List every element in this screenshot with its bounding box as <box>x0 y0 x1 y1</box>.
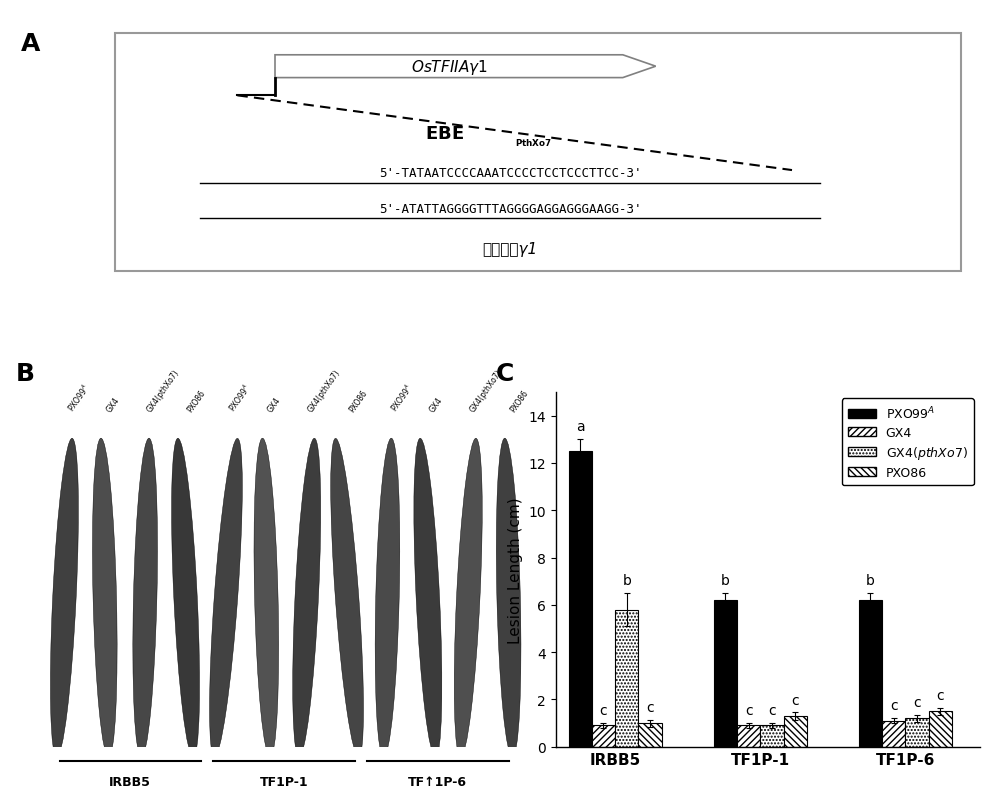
Ellipse shape <box>375 438 400 757</box>
Text: c: c <box>890 699 898 712</box>
Ellipse shape <box>414 438 442 757</box>
Text: PXO86: PXO86 <box>186 389 207 414</box>
Text: GX4: GX4 <box>428 396 444 414</box>
Text: $\mathbf{_{PthXo7}}$: $\mathbf{_{PthXo7}}$ <box>515 135 552 148</box>
Bar <box>714 601 737 747</box>
Bar <box>784 716 807 747</box>
Text: a: a <box>576 420 584 434</box>
Text: PXO99$^A$: PXO99$^A$ <box>64 381 92 414</box>
Text: c: c <box>791 693 799 707</box>
Ellipse shape <box>50 438 78 757</box>
Text: c: c <box>600 703 607 717</box>
Bar <box>638 724 662 747</box>
Text: C: C <box>496 361 514 385</box>
Text: PXO86: PXO86 <box>347 389 369 414</box>
Text: c: c <box>646 699 654 714</box>
Bar <box>929 711 952 747</box>
Bar <box>882 721 905 747</box>
Ellipse shape <box>454 438 482 757</box>
Ellipse shape <box>210 438 242 757</box>
Text: GX4: GX4 <box>266 396 283 414</box>
Text: PXO99$^A$: PXO99$^A$ <box>226 381 254 414</box>
Text: c: c <box>913 695 921 709</box>
Text: $\mathbf{EBE}$: $\mathbf{EBE}$ <box>425 125 464 143</box>
Ellipse shape <box>331 438 363 757</box>
Text: TF↑1P-6: TF↑1P-6 <box>408 775 467 788</box>
Legend: PXO99$^A$, GX4, GX4($pthXo7$), PXO86: PXO99$^A$, GX4, GX4($pthXo7$), PXO86 <box>842 399 974 486</box>
Text: 5'-TATAATCCCCAAATCCCCTCCTCCCTTCC-3': 5'-TATAATCCCCAAATCCCCTCCTCCCTTCC-3' <box>379 167 641 180</box>
Text: $\it{OsTFIIA\gamma1}$: $\it{OsTFIIA\gamma1}$ <box>411 58 487 76</box>
Text: TF1P-1: TF1P-1 <box>260 775 308 788</box>
Text: 5'-ATATTAGGGGTTTAGGGGAGGAGGGAAGG-3': 5'-ATATTAGGGGTTTAGGGGAGGAGGGAAGG-3' <box>379 202 641 215</box>
Text: GX4(pthXo7): GX4(pthXo7) <box>307 368 343 414</box>
Text: b: b <box>866 573 875 587</box>
Ellipse shape <box>254 438 279 757</box>
Ellipse shape <box>92 438 117 757</box>
Text: GX4: GX4 <box>105 396 121 414</box>
Text: c: c <box>936 688 944 702</box>
Bar <box>737 726 760 747</box>
Bar <box>615 609 638 747</box>
Text: c: c <box>745 703 752 717</box>
Text: c: c <box>768 703 776 717</box>
Ellipse shape <box>293 438 321 757</box>
Ellipse shape <box>133 438 157 757</box>
Bar <box>569 451 592 747</box>
Text: GX4(pthXo7): GX4(pthXo7) <box>468 368 504 414</box>
Bar <box>859 601 882 747</box>
Polygon shape <box>275 55 656 79</box>
Text: IRBB5: IRBB5 <box>109 775 151 788</box>
Text: PXO86: PXO86 <box>509 389 530 414</box>
Y-axis label: Lesion Length (cm): Lesion Length (cm) <box>508 496 523 643</box>
Bar <box>905 719 929 747</box>
Text: PXO99$^A$: PXO99$^A$ <box>387 381 415 414</box>
FancyBboxPatch shape <box>115 35 961 272</box>
Text: GX4(pthXo7): GX4(pthXo7) <box>145 368 181 414</box>
Text: 靖标序列γ1: 靖标序列γ1 <box>482 242 538 257</box>
Text: b: b <box>622 573 631 587</box>
Bar <box>592 726 615 747</box>
Text: b: b <box>721 573 730 587</box>
Text: A: A <box>21 31 41 55</box>
Ellipse shape <box>172 438 200 757</box>
Ellipse shape <box>496 438 521 757</box>
Bar <box>760 726 784 747</box>
Text: B: B <box>16 361 35 385</box>
